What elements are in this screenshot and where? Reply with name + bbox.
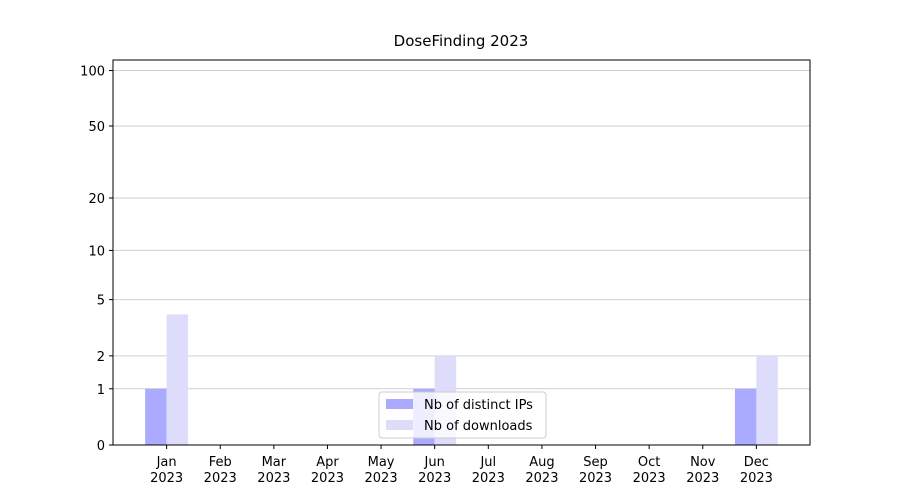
legend-swatch bbox=[386, 420, 413, 430]
x-tick-label: Jan 2023 bbox=[150, 455, 183, 486]
x-tick-label: Jun 2023 bbox=[418, 455, 451, 486]
legend-label: Nb of downloads bbox=[424, 419, 533, 434]
x-tick-label: Nov 2023 bbox=[686, 455, 719, 486]
x-tick-label: Oct 2023 bbox=[633, 455, 666, 486]
x-tick-label: Sep 2023 bbox=[579, 455, 612, 486]
y-tick-label: 1 bbox=[97, 383, 105, 398]
chart-title: DoseFinding 2023 bbox=[394, 32, 529, 50]
legend: Nb of distinct IPs Nb of downloads bbox=[378, 391, 547, 439]
x-tick-label: May 2023 bbox=[365, 455, 398, 486]
y-tick-label: 5 bbox=[97, 294, 105, 309]
y-tick-label: 50 bbox=[88, 120, 105, 135]
bar bbox=[166, 314, 189, 445]
x-tick-label: Mar 2023 bbox=[257, 455, 290, 486]
legend-box bbox=[378, 391, 547, 439]
x-tick-label: Aug 2023 bbox=[525, 455, 558, 486]
y-tick-label: 20 bbox=[88, 192, 105, 207]
x-tick-label: Apr 2023 bbox=[311, 455, 344, 486]
bar bbox=[734, 388, 757, 445]
legend-label: Nb of distinct IPs bbox=[424, 398, 533, 413]
bar bbox=[756, 355, 778, 445]
y-tick-label: 2 bbox=[97, 350, 105, 365]
y-tick-label: 0 bbox=[97, 439, 105, 454]
x-tick-label: Jul 2023 bbox=[472, 455, 505, 486]
x-tick-label: Feb 2023 bbox=[204, 455, 237, 486]
x-tick-label: Dec 2023 bbox=[740, 455, 773, 486]
plot-frame bbox=[112, 59, 811, 446]
legend-swatch bbox=[386, 399, 413, 409]
y-tick-label: 10 bbox=[88, 244, 105, 259]
bar bbox=[145, 388, 167, 445]
y-tick-label: 100 bbox=[80, 65, 105, 80]
